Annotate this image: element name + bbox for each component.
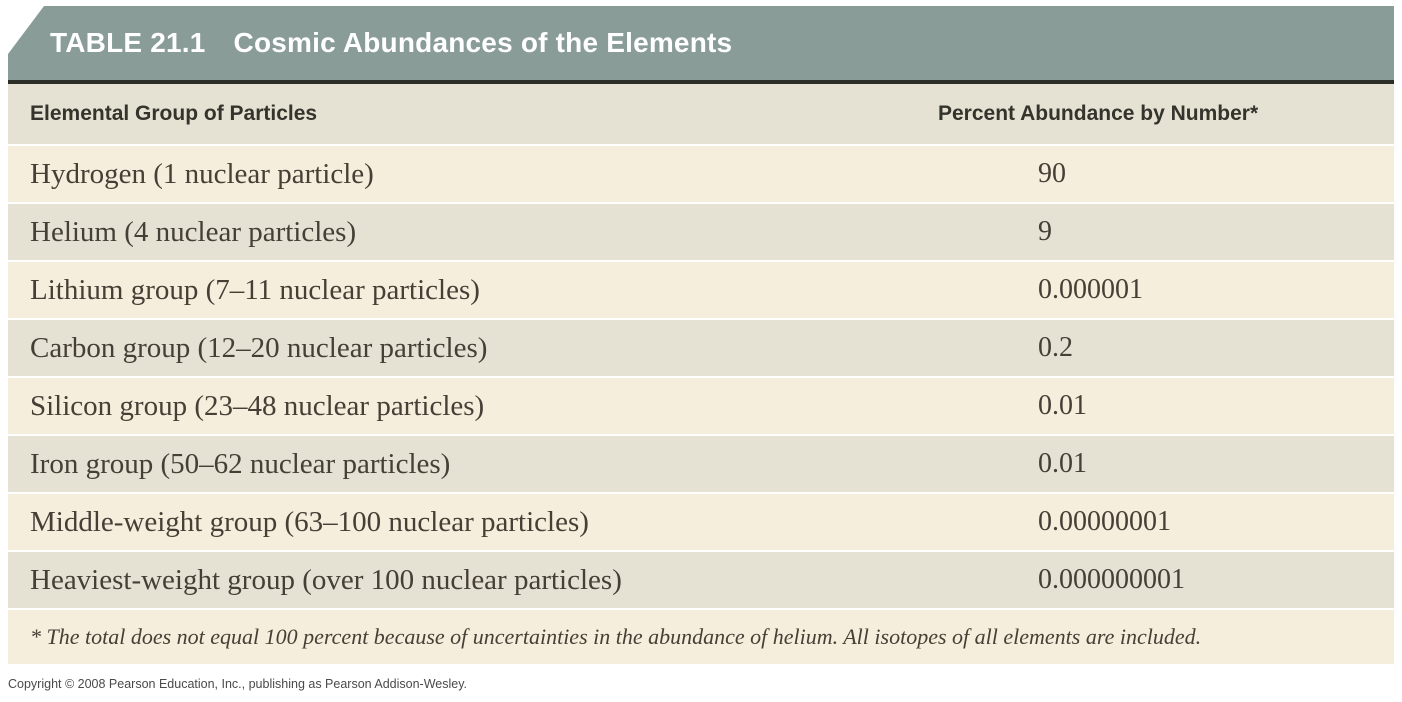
table-row-iron-group: Iron group (50–62 nuclear particles) 0.0…: [8, 436, 1394, 492]
row-group-label: Heaviest-weight group (over 100 nuclear …: [30, 563, 622, 596]
column-header-elemental-group: Elemental Group of Particles: [30, 102, 318, 125]
row-group-label: Silicon group (23–48 nuclear particles): [30, 389, 485, 422]
title-divider-rule: [8, 80, 1394, 84]
table-title-bar: TABLE 21.1 Cosmic Abundances of the Elem…: [8, 6, 1394, 80]
copyright-text: Copyright © 2008 Pearson Education, Inc.…: [8, 677, 468, 691]
row-group-label: Hydrogen (1 nuclear particle): [30, 157, 374, 190]
column-header-percent-abundance: Percent Abundance by Number*: [938, 102, 1259, 125]
cosmic-abundances-table-figure: TABLE 21.1 Cosmic Abundances of the Elem…: [8, 6, 1394, 664]
row-abundance-value: 0.000001: [1038, 274, 1143, 305]
row-group-label: Helium (4 nuclear particles): [30, 215, 357, 248]
table-header-row: Elemental Group of Particles Percent Abu…: [8, 84, 1394, 144]
row-abundance-value: 0.2: [1038, 332, 1073, 363]
row-group-label: Iron group (50–62 nuclear particles): [30, 447, 451, 480]
row-abundance-value: 90: [1038, 158, 1066, 189]
row-abundance-value: 0.01: [1038, 448, 1087, 479]
table-row-hydrogen: Hydrogen (1 nuclear particle) 90: [8, 146, 1394, 202]
row-group-label: Lithium group (7–11 nuclear particles): [30, 273, 480, 306]
row-abundance-value: 0.000000001: [1038, 564, 1185, 595]
table-title: Cosmic Abundances of the Elements: [233, 27, 733, 58]
table-row-lithium-group: Lithium group (7–11 nuclear particles) 0…: [8, 262, 1394, 318]
row-abundance-value: 9: [1038, 216, 1052, 247]
table-footnote: * The total does not equal 100 percent b…: [8, 610, 1394, 664]
table-row-heaviest-weight-group: Heaviest-weight group (over 100 nuclear …: [8, 552, 1394, 608]
table-row-silicon-group: Silicon group (23–48 nuclear particles) …: [8, 378, 1394, 434]
row-group-label: Carbon group (12–20 nuclear particles): [30, 331, 488, 364]
table-row-helium: Helium (4 nuclear particles) 9: [8, 204, 1394, 260]
row-abundance-value: 0.00000001: [1038, 506, 1171, 537]
table-row-carbon-group: Carbon group (12–20 nuclear particles) 0…: [8, 320, 1394, 376]
table-number-label: TABLE 21.1: [50, 27, 206, 58]
row-abundance-value: 0.01: [1038, 390, 1087, 421]
row-group-label: Middle-weight group (63–100 nuclear part…: [30, 505, 589, 538]
table-row-middle-weight-group: Middle-weight group (63–100 nuclear part…: [8, 494, 1394, 550]
footnote-text: * The total does not equal 100 percent b…: [30, 624, 1202, 649]
